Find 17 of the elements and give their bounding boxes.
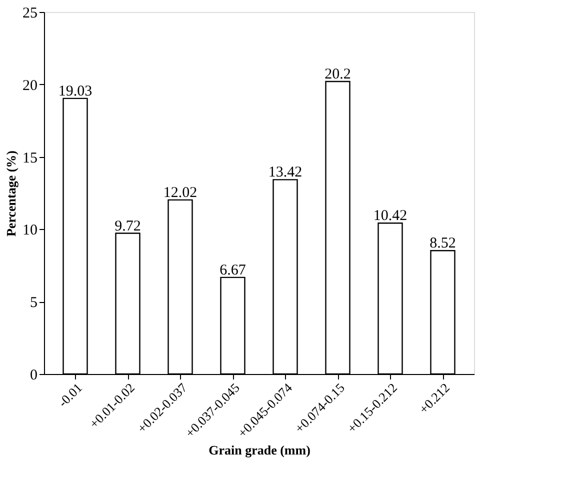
y-tick-label: 5 — [30, 295, 38, 312]
y-tick-label: 20 — [22, 78, 38, 94]
y-tick-label: 10 — [22, 222, 38, 239]
data-label: 6.67 — [220, 262, 246, 278]
data-label: 19.03 — [58, 83, 92, 100]
y-tick-label: 25 — [22, 6, 38, 22]
x-axis-title: Grain grade (mm) — [208, 442, 310, 458]
data-label: 8.52 — [430, 236, 456, 252]
x-tick-label: -0.01 — [55, 380, 85, 410]
y-tick-label: 0 — [30, 368, 38, 384]
y-axis-title: Percentage (%) — [4, 150, 18, 237]
data-label: 20.2 — [324, 66, 351, 83]
data-label: 10.42 — [373, 208, 408, 224]
data-label: 12.02 — [163, 184, 198, 201]
data-label: 9.72 — [114, 218, 141, 234]
y-tick-label: 15 — [22, 150, 38, 166]
data-label: 13.42 — [268, 164, 302, 181]
